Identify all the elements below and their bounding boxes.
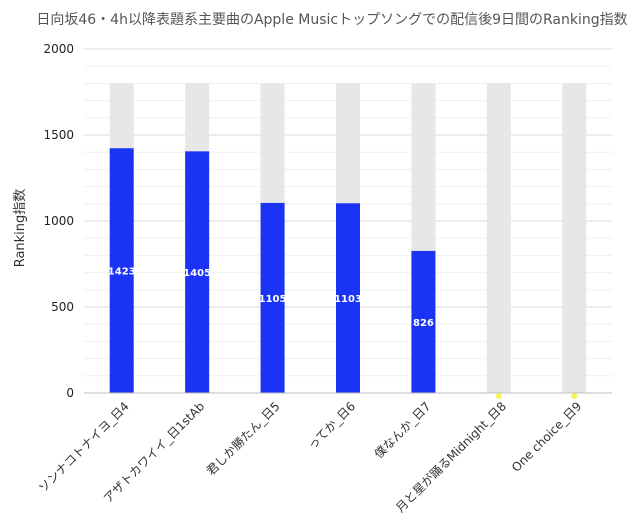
y-tick-label: 1500 [43, 128, 74, 142]
y-axis-label: Ranking指数 [13, 189, 28, 268]
y-tick-labels: 0 500 1000 1500 2000 [43, 42, 74, 400]
y-tick-label: 0 [66, 386, 74, 400]
bar [260, 202, 285, 393]
x-tick-label: One choice_日9 [509, 399, 584, 474]
y-tick-label: 2000 [43, 42, 74, 56]
x-tick-label: 僕なんか_日7 [372, 399, 434, 461]
y-tick-label: 500 [51, 300, 74, 314]
bar [411, 250, 436, 393]
x-tick-label: ってか_日6 [305, 399, 358, 452]
bar [336, 203, 360, 393]
x-tick-label: 君しか勝たん_日5 [203, 399, 283, 479]
data-label: 1105 [259, 294, 287, 305]
chart-title: 日向坂46・4h以降表題系主要曲のApple Musicトップソングでの配信後9… [36, 12, 627, 28]
data-label: 1103 [334, 294, 362, 305]
y-tick-label: 1000 [43, 214, 74, 228]
zero-value-marker [571, 393, 578, 399]
bar [185, 151, 210, 393]
zero-markers [495, 393, 578, 399]
data-label: 1423 [108, 267, 136, 278]
data-label: 1405 [183, 268, 211, 279]
background-bar [562, 83, 587, 394]
zero-value-marker [495, 393, 502, 399]
data-label: 826 [413, 318, 434, 329]
data-labels: 1423 1405 1105 1103 826 [108, 267, 434, 329]
bars [109, 148, 436, 393]
background-bar [486, 83, 511, 394]
bar [109, 148, 134, 393]
